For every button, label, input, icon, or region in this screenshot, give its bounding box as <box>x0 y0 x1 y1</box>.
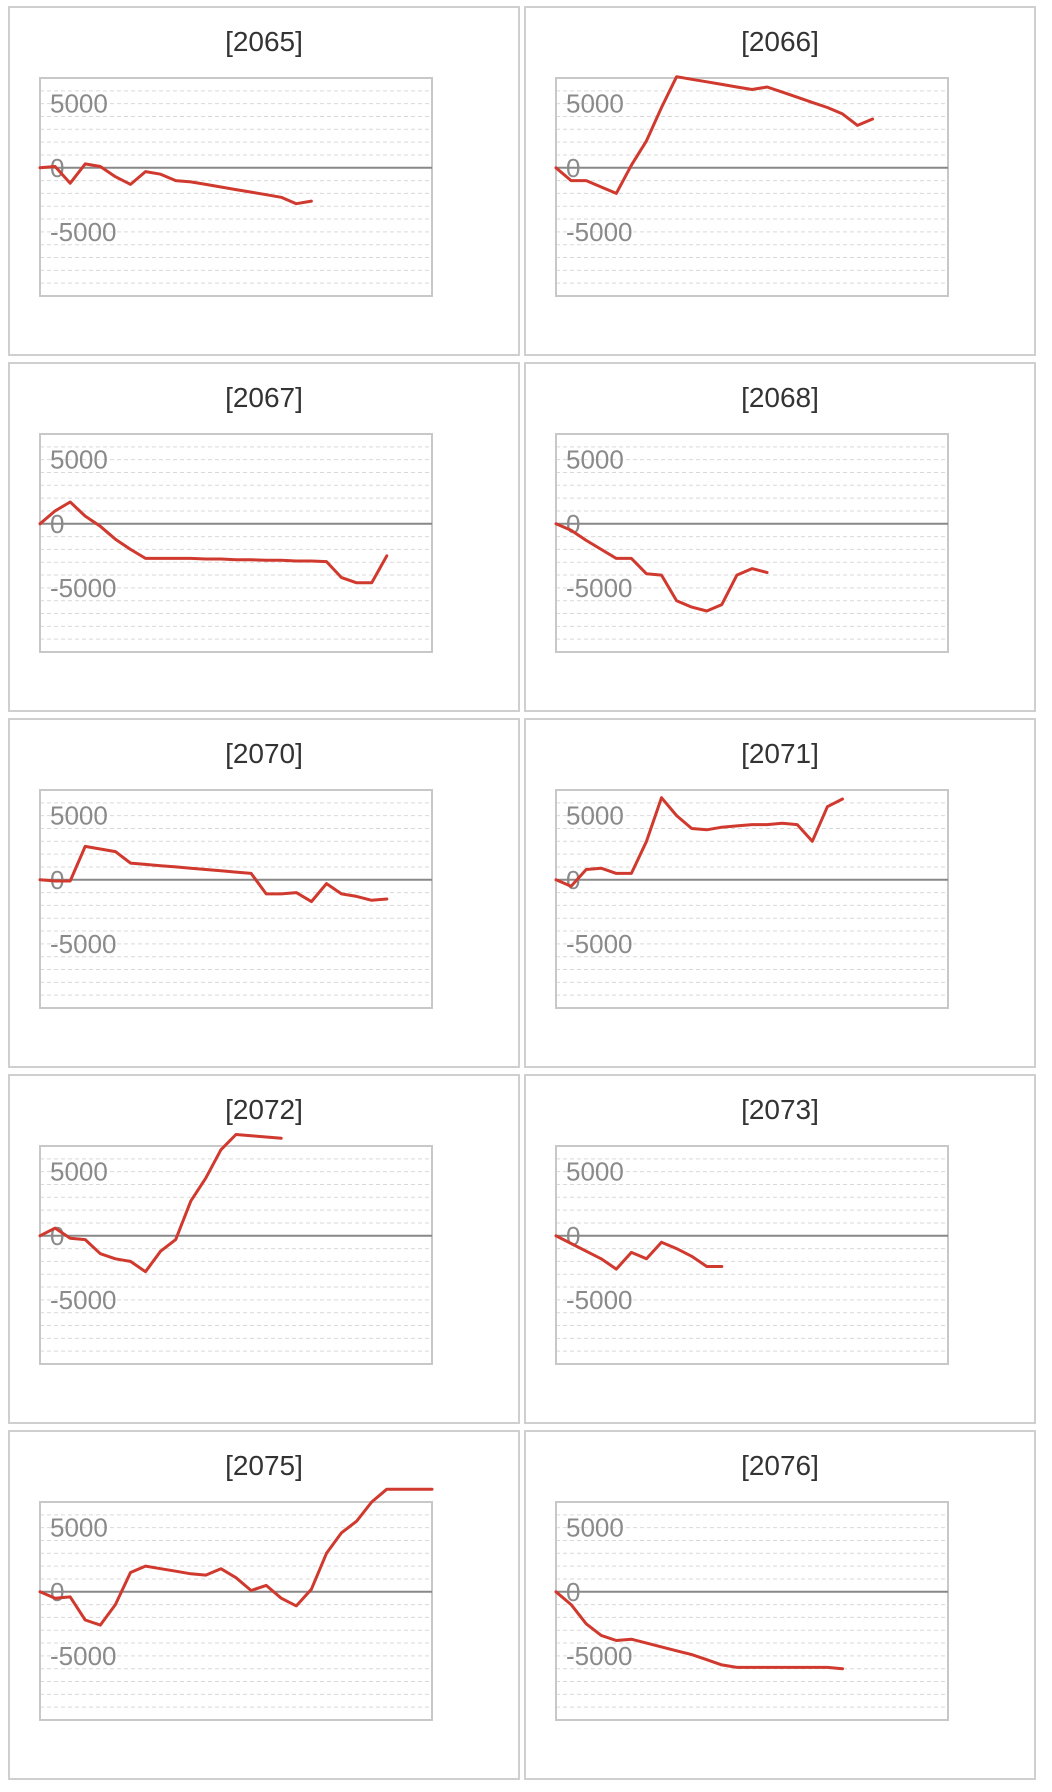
chart-svg: 5000 0 -5000 <box>554 433 949 653</box>
series-line <box>554 1590 844 1671</box>
chart-panel: [2071] 5000 0 -5000 <box>524 718 1036 1068</box>
y-tick-label: 5000 <box>50 89 108 119</box>
y-tick-label: -5000 <box>566 929 633 959</box>
chart-svg: 5000 0 -5000 <box>554 789 949 1009</box>
y-tick-label: 5000 <box>566 801 624 831</box>
chart-title: [2066] <box>741 26 819 57</box>
chart-title: [2075] <box>225 1450 303 1481</box>
plot-frame <box>39 77 433 297</box>
y-tick-label: -5000 <box>50 1641 117 1671</box>
y-tick-label: 0 <box>50 1577 64 1607</box>
chart-title: [2065] <box>225 26 303 57</box>
y-tick-label: -5000 <box>50 573 117 603</box>
series-line <box>38 1133 283 1274</box>
chart-svg: 5000 0 -5000 <box>38 1487 434 1721</box>
series-line <box>554 75 875 195</box>
y-tick-label: 5000 <box>50 1513 108 1543</box>
y-tick-label: 5000 <box>50 1157 108 1187</box>
plot-frame <box>555 789 949 1009</box>
chart-panel: [2076] 5000 0 -5000 <box>524 1430 1036 1780</box>
chart-panel: [2073] 5000 0 -5000 <box>524 1074 1036 1424</box>
plot-frame <box>555 1501 949 1721</box>
y-tick-label: -5000 <box>566 573 633 603</box>
y-tick-label: 0 <box>566 865 580 895</box>
y-tick-label: 5000 <box>50 801 108 831</box>
chart-panel: [2067] 5000 0 -5000 <box>8 362 520 712</box>
series-line <box>38 500 389 585</box>
y-tick-label: 0 <box>50 509 64 539</box>
plot-frame <box>555 433 949 653</box>
y-tick-label: 5000 <box>566 89 624 119</box>
chart-panel: [2066] 5000 0 -5000 <box>524 6 1036 356</box>
y-tick-label: -5000 <box>566 217 633 247</box>
y-tick-label: 0 <box>566 153 580 183</box>
plot-frame <box>39 1501 433 1721</box>
plot-frame <box>39 1145 433 1365</box>
y-tick-label: -5000 <box>50 1285 117 1315</box>
chart-svg: 5000 0 -5000 <box>38 1133 433 1365</box>
chart-panel: [2068] 5000 0 -5000 <box>524 362 1036 712</box>
y-tick-label: 5000 <box>566 1513 624 1543</box>
chart-panel: [2065] 5000 0 -5000 <box>8 6 520 356</box>
plot-frame <box>555 77 949 297</box>
y-tick-label: 0 <box>50 1221 64 1251</box>
chart-panel: [2072] 5000 0 -5000 <box>8 1074 520 1424</box>
y-tick-label: -5000 <box>50 217 117 247</box>
y-tick-label: -5000 <box>566 1285 633 1315</box>
y-tick-label: -5000 <box>50 929 117 959</box>
series-line <box>38 1487 434 1627</box>
y-tick-label: 5000 <box>566 445 624 475</box>
chart-panel: [2070] 5000 0 -5000 <box>8 718 520 1068</box>
chart-svg: 5000 0 -5000 <box>554 75 949 297</box>
plot-frame <box>555 1145 949 1365</box>
y-tick-label: 0 <box>566 509 580 539</box>
y-tick-label: 0 <box>566 1577 580 1607</box>
series-line <box>38 162 313 206</box>
y-tick-label: -5000 <box>566 1641 633 1671</box>
series-line <box>554 796 844 888</box>
y-tick-label: 5000 <box>50 445 108 475</box>
y-tick-label: 5000 <box>566 1157 624 1187</box>
chart-svg: 5000 0 -5000 <box>38 433 433 653</box>
chart-title: [2072] <box>225 1094 303 1125</box>
chart-title: [2076] <box>741 1450 819 1481</box>
series-line <box>554 1234 724 1271</box>
plot-frame <box>39 433 433 653</box>
chart-title: [2067] <box>225 382 303 413</box>
chart-title: [2070] <box>225 738 303 769</box>
plot-frame <box>39 789 433 1009</box>
chart-panel: [2075] 5000 0 -5000 <box>8 1430 520 1780</box>
series-line <box>554 522 769 613</box>
series-line <box>38 844 389 904</box>
chart-title: [2068] <box>741 382 819 413</box>
chart-svg: 5000 0 -5000 <box>554 1501 949 1721</box>
chart-title: [2073] <box>741 1094 819 1125</box>
chart-title: [2071] <box>741 738 819 769</box>
